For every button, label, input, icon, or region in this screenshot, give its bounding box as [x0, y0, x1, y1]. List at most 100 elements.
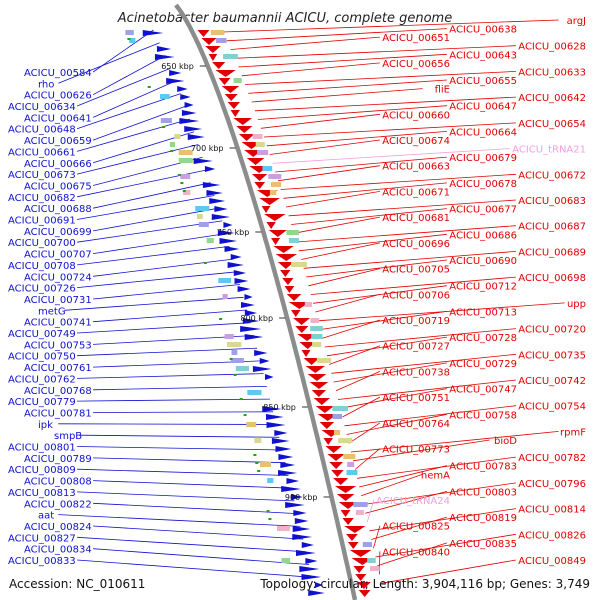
reverse-gene-arrow: [344, 526, 366, 533]
gene-category-block: [231, 350, 238, 355]
reverse-gene-arrow: [358, 590, 371, 597]
gene-category-block: [222, 294, 228, 299]
right-gene-label: ACICU_00651: [382, 33, 450, 44]
reverse-gene-arrow: [315, 406, 335, 413]
reverse-gene-arrow: [261, 206, 271, 213]
left-connector-line: [58, 423, 277, 425]
forward-gene-arrow: [252, 366, 272, 372]
gene-category-block: [281, 558, 291, 563]
right-gene-label: ACICU_00696: [382, 239, 450, 250]
right-gene-label: ACICU_00677: [449, 205, 517, 216]
right-gene-label: ACICU_00814: [518, 505, 586, 516]
gene-category-block: [271, 182, 282, 187]
gene-category-block: [160, 94, 170, 99]
reverse-gene-arrow: [254, 182, 266, 189]
topology-text: Topology: circular; Length: 3,904,116 bp…: [260, 577, 590, 591]
right-gene-label: ACICU_00819: [449, 513, 517, 524]
gene-category-block: [235, 366, 249, 371]
gene-category-block: [310, 318, 320, 323]
reverse-gene-arrow: [197, 30, 210, 37]
reverse-gene-arrow: [323, 438, 333, 445]
gene-category-block: [291, 262, 307, 267]
right-connector-line: [230, 36, 380, 50]
gc-skew-mark: [219, 318, 223, 320]
left-gene-label: ACICU_00626: [24, 91, 92, 102]
forward-gene-arrow: [209, 198, 226, 204]
forward-gene-arrow: [290, 494, 303, 500]
right-connector-line: [381, 559, 516, 584]
forward-gene-arrow: [294, 518, 309, 524]
forward-gene-arrow: [274, 430, 288, 436]
forward-gene-arrow: [308, 590, 325, 596]
right-connector-line: [305, 259, 447, 278]
gene-category-block: [367, 558, 376, 563]
gene-category-block: [304, 302, 313, 307]
right-gene-label: ACICU_00679: [449, 153, 517, 164]
gene-category-block: [227, 342, 242, 347]
scale-tick-label: 850 kbp: [263, 403, 296, 412]
right-connector-line: [293, 216, 380, 234]
left-gene-label: ACICU_00675: [24, 182, 92, 193]
reverse-gene-arrow: [301, 350, 311, 357]
reverse-gene-arrow: [295, 326, 309, 333]
left-connector-line: [93, 525, 304, 540]
gc-skew-mark: [203, 262, 207, 264]
left-connector-line: [77, 373, 264, 379]
reverse-gene-arrow: [309, 382, 329, 389]
left-connector-line: [80, 434, 280, 438]
gc-skew-mark: [182, 190, 186, 192]
forward-gene-arrow: [301, 574, 322, 580]
left-connector-line: [93, 480, 292, 489]
right-gene-label: ACICU_00681: [382, 213, 450, 224]
reverse-gene-arrow: [275, 254, 298, 261]
forward-gene-arrow: [217, 230, 235, 236]
reverse-gene-arrow: [277, 262, 294, 269]
left-gene-label: ACICU_00753: [24, 340, 92, 351]
right-gene-label: ACICU_00758: [449, 410, 517, 421]
gene-category-block: [310, 326, 323, 331]
left-gene-label: ACICU_00634: [8, 102, 76, 113]
gene-category-block: [230, 358, 244, 363]
right-connector-line: [329, 345, 381, 365]
forward-gene-arrow: [234, 278, 249, 284]
left-gene-label: ACICU_00779: [8, 397, 76, 408]
gene-category-block: [178, 158, 193, 163]
right-connector-line: [320, 311, 447, 330]
right-gene-label: ACICU_00706: [382, 290, 450, 301]
gene-category-block: [312, 342, 322, 347]
right-connector-line: [301, 242, 380, 260]
scale-tick-label: 800 kbp: [240, 314, 273, 323]
right-connector-line: [245, 71, 516, 85]
gene-category-block: [343, 454, 356, 459]
forward-gene-arrow: [193, 158, 213, 164]
forward-gene-arrow: [181, 110, 197, 116]
right-gene-label: ACICU_00719: [382, 316, 450, 327]
reverse-gene-arrow: [212, 62, 226, 69]
reverse-gene-arrow: [259, 198, 280, 205]
left-connector-line: [77, 195, 215, 220]
left-gene-label: ACICU_00801: [8, 443, 76, 454]
right-connector-line: [285, 191, 380, 208]
reverse-gene-arrow: [336, 494, 355, 501]
right-connector-line: [348, 422, 381, 444]
gene-category-block: [267, 478, 274, 483]
left-gene-label: ACICU_00641: [24, 113, 92, 124]
forward-gene-arrow: [211, 214, 231, 220]
gene-category-block: [196, 214, 203, 219]
left-gene-label: ACICU_00699: [24, 227, 92, 238]
right-connector-line: [344, 405, 516, 427]
right-connector-line: [326, 336, 447, 357]
forward-gene-arrow: [266, 422, 286, 428]
left-gene-label: ACICU_00648: [8, 125, 76, 136]
scale-tick-label: 750 kbp: [217, 228, 250, 237]
forward-gene-arrow: [154, 54, 175, 60]
forward-gene-arrow: [214, 206, 228, 212]
left-connector-line: [77, 398, 270, 402]
reverse-gene-arrow: [340, 510, 351, 517]
right-connector-line: [291, 208, 447, 225]
gene-category-block: [223, 54, 238, 59]
forward-gene-arrow: [278, 470, 298, 476]
right-connector-line: [333, 362, 447, 383]
scale-tick-label: 650 kbp: [161, 62, 194, 71]
right-gene-label: ACICU_00687: [518, 222, 586, 233]
